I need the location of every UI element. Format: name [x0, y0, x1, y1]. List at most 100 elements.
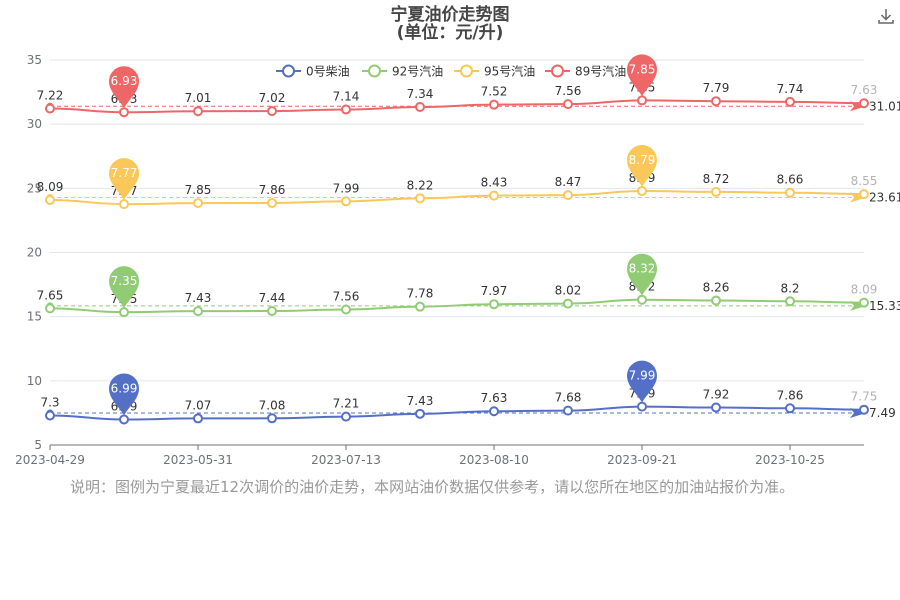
data-label: 7.22: [37, 89, 64, 103]
data-label: 7.56: [555, 84, 582, 98]
data-label: 7.07: [185, 398, 212, 412]
data-label: 8.55: [851, 174, 878, 188]
data-point: [637, 186, 647, 197]
max-pin-label: 7.99: [629, 369, 656, 383]
data-point: [45, 303, 55, 314]
max-pin-label: 8.79: [629, 153, 656, 167]
series-group: 23.61 8.09 7.77 7.85 7.86 7.99 8.22 8.43 8.47 8.7…: [37, 145, 900, 210]
data-label: 7.86: [777, 388, 804, 402]
data-label: 7.14: [333, 90, 360, 104]
data-label: 7.92: [703, 388, 730, 402]
data-label: 7.01: [185, 91, 212, 105]
data-point: [415, 408, 425, 419]
legend-marker: [282, 64, 295, 78]
data-point: [489, 190, 499, 201]
data-point: [785, 403, 795, 414]
data-label: 8.22: [407, 178, 434, 192]
y-tick-label: 25: [27, 181, 42, 195]
data-point: [341, 196, 351, 207]
data-point: [119, 107, 129, 118]
data-point: [267, 413, 277, 424]
data-label: 8.09: [37, 180, 64, 194]
average-label: 23.61: [869, 191, 900, 205]
max-pin-label: 7.85: [629, 62, 656, 76]
data-point: [45, 195, 55, 206]
data-label: 7.3: [40, 395, 59, 409]
legend-item[interactable]: 0号柴油: [276, 64, 350, 79]
series-group: 15.33 7.65 7.35 7.43 7.44 7.56 7.78 7.97 8.02 8.3…: [37, 253, 900, 318]
data-point: [711, 295, 721, 306]
x-tick-label: 2023-09-21: [607, 453, 677, 467]
data-label: 7.56: [333, 289, 360, 303]
data-point: [785, 296, 795, 307]
axes: 5 10 15 20 25 30 35 2023-04-29 2023-05-31 2023-07…: [15, 53, 864, 467]
data-point: [637, 294, 647, 305]
x-tick-label: 2023-07-13: [311, 453, 381, 467]
data-label: 7.68: [555, 391, 582, 405]
data-point: [119, 307, 129, 318]
data-point: [711, 402, 721, 413]
max-pin-shape: [627, 145, 657, 188]
x-tick-label: 2023-08-10: [459, 453, 529, 467]
data-point: [341, 411, 351, 422]
data-point: [415, 101, 425, 112]
data-point: [489, 99, 499, 110]
average-label: 31.01: [869, 99, 900, 113]
data-point: [193, 198, 203, 209]
data-label: 7.74: [777, 82, 804, 96]
data-label: 7.86: [259, 183, 286, 197]
legend-label: 89号汽油: [575, 64, 626, 79]
data-point: [119, 199, 129, 210]
legend-label: 95号汽油: [484, 64, 535, 79]
data-point: [489, 406, 499, 417]
y-tick-label: 20: [27, 246, 42, 260]
data-point: [45, 103, 55, 114]
data-point: [267, 197, 277, 208]
y-tick-label: 15: [27, 310, 42, 324]
min-pin-label: 7.77: [111, 166, 138, 180]
data-label: 7.85: [185, 183, 212, 197]
data-point: [193, 413, 203, 424]
legend-marker: [368, 64, 381, 78]
data-label: 7.43: [185, 291, 212, 305]
legend-item[interactable]: 95号汽油: [454, 64, 535, 79]
series-group: 7.49 7.3 6.99 7.07 7.08 7.21 7.43 7.63 7.68 7.99 7…: [40, 360, 896, 425]
legend-item[interactable]: 89号汽油: [545, 64, 626, 79]
min-pin: 7.77: [109, 158, 139, 201]
data-label: 7.75: [851, 390, 878, 404]
data-label: 7.43: [407, 394, 434, 408]
chart-note: 说明：图例为宁夏最近12次调价的油价走势，本网站油价数据仅供参考，请以您所在地区…: [70, 478, 795, 496]
max-pin-shape: [627, 253, 657, 296]
series-line: [49, 190, 865, 206]
data-label: 8.26: [703, 280, 730, 294]
legend[interactable]: 0号柴油 92号汽油 95号汽油 89号汽油: [276, 64, 626, 79]
data-label: 7.08: [259, 398, 286, 412]
max-pin-label: 8.32: [629, 262, 656, 276]
data-point: [563, 405, 573, 416]
data-point: [267, 306, 277, 317]
data-point: [45, 410, 55, 421]
series-line: [49, 99, 865, 114]
data-point: [415, 301, 425, 312]
data-point: [637, 401, 647, 412]
data-label: 7.52: [481, 85, 508, 99]
min-pin-label: 6.99: [111, 381, 138, 395]
data-point: [859, 404, 869, 415]
data-label: 8.43: [481, 176, 508, 190]
x-tick-label: 2023-05-31: [163, 453, 233, 467]
data-point: [119, 414, 129, 425]
data-label: 7.02: [259, 91, 286, 105]
legend-marker: [460, 64, 473, 78]
download-icon[interactable]: [876, 6, 896, 26]
data-label: 8.09: [851, 283, 878, 297]
data-point: [711, 96, 721, 107]
data-point: [785, 96, 795, 107]
legend-item[interactable]: 92号汽油: [362, 64, 443, 79]
series-line: [49, 405, 865, 421]
data-label: 7.79: [703, 81, 730, 95]
max-pin-shape: [627, 54, 657, 97]
data-point: [341, 304, 351, 315]
data-label: 8.47: [555, 175, 582, 189]
max-pin: 8.79: [627, 145, 657, 188]
min-pin: 6.93: [109, 66, 139, 109]
